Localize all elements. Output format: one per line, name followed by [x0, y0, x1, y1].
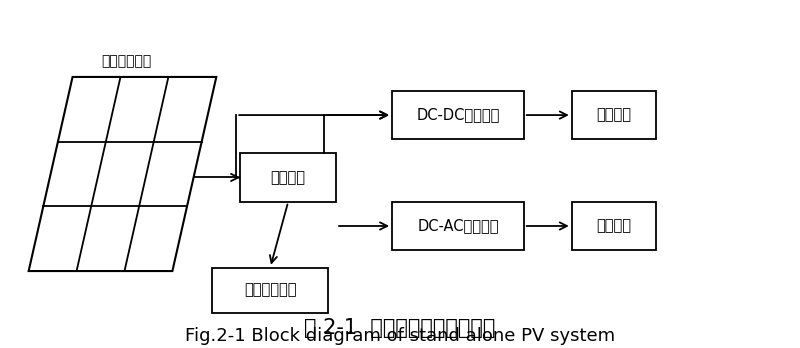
FancyBboxPatch shape [240, 153, 336, 202]
Text: 图 2-1  独立发电系统结构框图: 图 2-1 独立发电系统结构框图 [304, 318, 496, 338]
Text: DC-AC逆变电路: DC-AC逆变电路 [417, 219, 498, 234]
Text: 蓄电池组: 蓄电池组 [270, 170, 306, 185]
Text: DC-DC转换电路: DC-DC转换电路 [416, 108, 499, 122]
Text: 充电控制电路: 充电控制电路 [244, 283, 297, 298]
Text: 光伏电池阵列: 光伏电池阵列 [102, 54, 152, 68]
FancyBboxPatch shape [572, 91, 655, 139]
FancyBboxPatch shape [572, 202, 655, 250]
Text: Fig.2-1 Block diagram of stand alone PV system: Fig.2-1 Block diagram of stand alone PV … [185, 326, 615, 345]
FancyBboxPatch shape [392, 91, 524, 139]
Text: 直流负载: 直流负载 [596, 108, 631, 122]
FancyBboxPatch shape [212, 268, 328, 313]
Text: 交流负载: 交流负载 [596, 219, 631, 234]
FancyBboxPatch shape [392, 202, 524, 250]
Polygon shape [29, 77, 216, 271]
